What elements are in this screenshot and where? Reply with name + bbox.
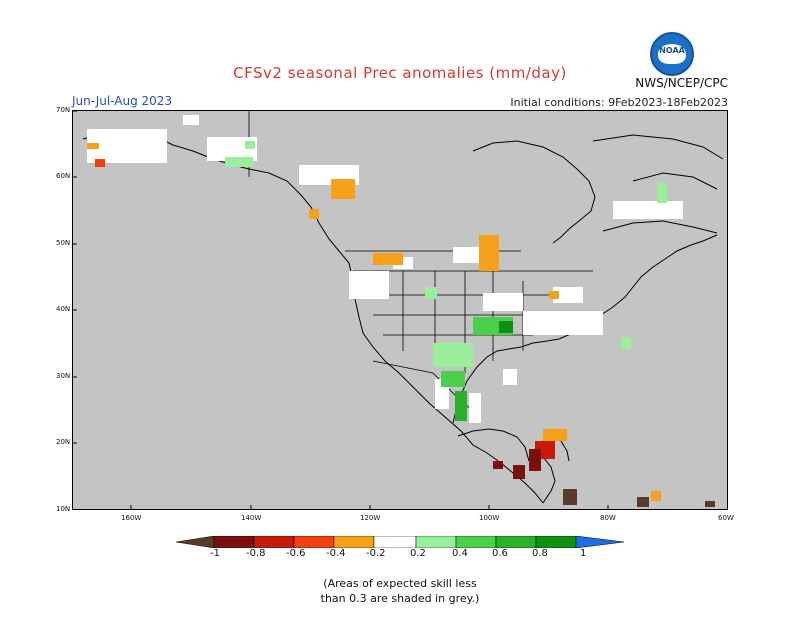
lat-label-10n: 10N (56, 505, 71, 513)
colorbar-bin (535, 536, 577, 548)
colorbar-under-arrow (176, 536, 215, 548)
colorbar-label: -1 (210, 548, 220, 559)
map-title: CFSv2 seasonal Prec anomalies (mm/day) (233, 64, 567, 82)
colorbar-bin (333, 536, 375, 548)
colorbar-label: 0.2 (410, 548, 426, 559)
wet-anomalies (225, 141, 667, 421)
map-canvas (73, 111, 724, 509)
political-borders (248, 111, 593, 412)
colorbar-label: 0.4 (452, 548, 468, 559)
colorbar-label: -0.6 (286, 548, 306, 559)
colorbar-label: 0.6 (492, 548, 508, 559)
colorbar-bin (213, 536, 255, 548)
lon-label-120w: 120W (360, 514, 381, 522)
colorbar-bin (495, 536, 537, 548)
noaa-bird-icon (658, 44, 686, 64)
colorbar-bin (373, 536, 417, 548)
dry-anomalies (87, 143, 715, 507)
lat-label-20n: 20N (56, 438, 71, 446)
footnote-line-2: than 0.3 are shaded in grey.) (320, 592, 480, 605)
logo-text: NOAA (659, 46, 685, 55)
lat-label-70n: 70N (56, 106, 71, 114)
near-normal-regions (87, 115, 683, 423)
lon-label-160w: 160W (121, 514, 142, 522)
colorbar-over-arrow (575, 536, 625, 548)
footnote-line-1: (Areas of expected skill less (323, 577, 477, 590)
initial-conditions-label: Initial conditions: 9Feb2023-18Feb2023 (510, 96, 728, 109)
lon-label-140w: 140W (241, 514, 262, 522)
lon-label-80w: 80W (600, 514, 616, 522)
lon-label-60w: 60W (718, 514, 734, 522)
colorbar-label: -0.4 (326, 548, 346, 559)
colorbar-bin (253, 536, 295, 548)
colorbar-label: 1 (580, 548, 587, 559)
noaa-logo: NOAA (650, 32, 694, 76)
lat-label-40n: 40N (56, 305, 71, 313)
lat-label-30n: 30N (56, 372, 71, 380)
axis-ticks (73, 111, 609, 509)
map-panel (72, 110, 728, 510)
colorbar-bin (415, 536, 457, 548)
skill-footnote: (Areas of expected skill less than 0.3 a… (0, 576, 800, 606)
lon-label-100w: 100W (479, 514, 500, 522)
colorbar (176, 536, 625, 548)
colorbar-label: -0.2 (366, 548, 386, 559)
colorbar-bin (293, 536, 335, 548)
agency-label: NWS/NCEP/CPC (635, 76, 728, 90)
colorbar-label: -0.8 (246, 548, 266, 559)
colorbar-label: 0.8 (532, 548, 548, 559)
season-label: Jun-Jul-Aug 2023 (72, 94, 173, 108)
lat-label-60n: 60N (56, 172, 71, 180)
lat-label-50n: 50N (56, 239, 71, 247)
colorbar-bin (455, 536, 497, 548)
